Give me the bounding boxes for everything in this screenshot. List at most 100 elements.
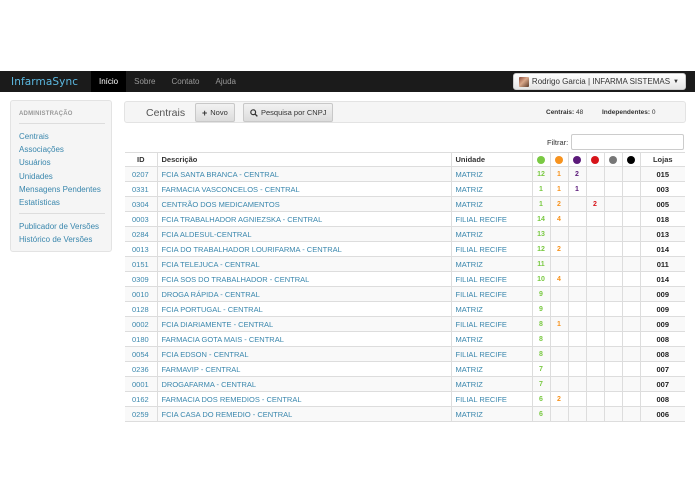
row-descricao-link[interactable]: FCIA CASA DO REMEDIO - CENTRAL	[156, 406, 451, 422]
row-descricao-link[interactable]: FCIA DO TRABALHADOR LOURIFARMA - CENTRAL	[156, 241, 451, 257]
row-id-link[interactable]: 0309	[125, 271, 157, 287]
sidebar-item-centrais[interactable]: Centrais	[19, 132, 49, 141]
row-descricao-link[interactable]: FARMAVIP - CENTRAL	[156, 361, 451, 377]
table-row[interactable]: 0162 FARMACIA DOS REMEDIOS - CENTRAL FILIA…	[125, 391, 685, 407]
row-status-count: 6	[531, 406, 550, 422]
col-header-green[interactable]	[531, 152, 550, 167]
sidebar-item-unidades[interactable]: Unidades	[19, 172, 53, 181]
row-unidade-link[interactable]: FILIAL RECIFE	[450, 286, 532, 302]
row-descricao-link[interactable]: FCIA PORTUGAL - CENTRAL	[156, 301, 451, 317]
row-unidade-link[interactable]: FILIAL RECIFE	[450, 391, 532, 407]
row-unidade-link[interactable]: MATRIZ	[450, 331, 532, 347]
table-row[interactable]: 0259 FCIA CASA DO REMEDIO - CENTRAL MATRIZ…	[125, 406, 685, 422]
row-id-link[interactable]: 0054	[125, 346, 157, 362]
sidebar-item-mensagens-pendentes[interactable]: Mensagens Pendentes	[19, 185, 101, 194]
user-menu-button[interactable]: Rodrigo Garcia | INFARMA SISTEMAS ▼	[512, 73, 686, 90]
row-id-link[interactable]: 0151	[125, 256, 157, 272]
col-header-orange[interactable]	[549, 152, 568, 167]
sidebar-item-historico-versoes[interactable]: Histórico de Versões	[19, 235, 93, 244]
col-header-gray[interactable]	[603, 152, 622, 167]
row-status-count	[567, 286, 586, 302]
row-id-link[interactable]: 0304	[125, 196, 157, 212]
row-descricao-link[interactable]: FCIA SANTA BRANCA - CENTRAL	[156, 166, 451, 182]
row-id-link[interactable]: 0259	[125, 406, 157, 422]
col-header-lojas[interactable]: Lojas	[639, 152, 685, 167]
row-descricao-link[interactable]: FCIA SOS DO TRABALHADOR - CENTRAL	[156, 271, 451, 287]
row-descricao-link[interactable]: FCIA ALDESUL-CENTRAL	[156, 226, 451, 242]
row-unidade-link[interactable]: MATRIZ	[450, 301, 532, 317]
row-id-link[interactable]: 0284	[125, 226, 157, 242]
row-unidade-link[interactable]: MATRIZ	[450, 181, 532, 197]
search-icon	[250, 108, 258, 117]
row-id-link[interactable]: 0003	[125, 211, 157, 227]
row-descricao-link[interactable]: FCIA DIARIAMENTE - CENTRAL	[156, 316, 451, 332]
row-unidade-link[interactable]: FILIAL RECIFE	[450, 346, 532, 362]
row-id-link[interactable]: 0010	[125, 286, 157, 302]
table-row[interactable]: 0284 FCIA ALDESUL-CENTRAL MATRIZ 13 013	[125, 226, 685, 242]
row-unidade-link[interactable]: MATRIZ	[450, 196, 532, 212]
cnpj-search-button[interactable]: Pesquisa por CNPJ	[243, 103, 334, 122]
table-row[interactable]: 0013 FCIA DO TRABALHADOR LOURIFARMA - CEN…	[125, 241, 685, 257]
col-header-id[interactable]: ID	[125, 152, 157, 167]
row-descricao-link[interactable]: FCIA EDSON - CENTRAL	[156, 346, 451, 362]
row-id-link[interactable]: 0236	[125, 361, 157, 377]
col-header-descricao[interactable]: Descrição	[156, 152, 451, 167]
table-row[interactable]: 0304 CENTRÃO DOS MEDICAMENTOS MATRIZ 1 2 2 005	[125, 196, 685, 212]
row-descricao-link[interactable]: FCIA TRABALHADOR AGNIEZSKA - CENTRAL	[156, 211, 451, 227]
table-row[interactable]: 0054 FCIA EDSON - CENTRAL FILIAL RECIFE 8 00…	[125, 346, 685, 362]
col-header-red[interactable]	[585, 152, 604, 167]
nav-contato[interactable]: Contato	[171, 77, 200, 86]
sidebar-item-publicador-versoes[interactable]: Publicador de Versões	[19, 222, 100, 231]
row-id-link[interactable]: 0180	[125, 331, 157, 347]
row-unidade-link[interactable]: FILIAL RECIFE	[450, 316, 532, 332]
row-unidade-link[interactable]: MATRIZ	[450, 166, 532, 182]
row-unidade-link[interactable]: MATRIZ	[450, 376, 532, 392]
table-row[interactable]: 0001 DROGAFARMA - CENTRAL MATRIZ 7 007	[125, 376, 685, 392]
row-unidade-link[interactable]: FILIAL RECIFE	[450, 211, 532, 227]
table-row[interactable]: 0151 FCIA TELEJUCA - CENTRAL MATRIZ 11 011	[125, 256, 685, 272]
table-row[interactable]: 0207 FCIA SANTA BRANCA - CENTRAL MATRIZ 12 1…	[125, 166, 685, 182]
table-row[interactable]: 0003 FCIA TRABALHADOR AGNIEZSKA - CENTRAL…	[125, 211, 685, 227]
row-descricao-link[interactable]: FARMACIA VASCONCELOS - CENTRAL	[156, 181, 451, 197]
row-id-link[interactable]: 0013	[125, 241, 157, 257]
row-unidade-link[interactable]: MATRIZ	[450, 361, 532, 377]
nav-inicio[interactable]: Início	[91, 71, 127, 92]
row-descricao-link[interactable]: FARMACIA DOS REMEDIOS - CENTRAL	[156, 391, 451, 407]
row-unidade-link[interactable]: MATRIZ	[450, 226, 532, 242]
table-row[interactable]: 0010 DROGA RÁPIDA - CENTRAL FILIAL RECIFE 9…	[125, 286, 685, 302]
row-status-count: 4	[549, 211, 568, 227]
row-status-count: 7	[531, 361, 550, 377]
nav-sobre[interactable]: Sobre	[134, 77, 156, 86]
row-id-link[interactable]: 0162	[125, 391, 157, 407]
row-unidade-link[interactable]: MATRIZ	[450, 406, 532, 422]
row-descricao-link[interactable]: FCIA TELEJUCA - CENTRAL	[156, 256, 451, 272]
sidebar-item-estatisticas[interactable]: Estatísticas	[19, 198, 60, 207]
table-row[interactable]: 0180 FARMACIA GOTA MAIS - CENTRAL MATRIZ 8 0…	[125, 331, 685, 347]
filter-input[interactable]	[571, 134, 684, 150]
row-unidade-link[interactable]: MATRIZ	[450, 256, 532, 272]
col-header-black[interactable]	[621, 152, 640, 167]
sidebar-item-usuarios[interactable]: Usuários	[19, 158, 51, 167]
row-id-link[interactable]: 0128	[125, 301, 157, 317]
row-id-link[interactable]: 0331	[125, 181, 157, 197]
sidebar-item-associacoes[interactable]: Associações	[19, 145, 64, 154]
table-row[interactable]: 0002 FCIA DIARIAMENTE - CENTRAL FILIAL REC…	[125, 316, 685, 332]
brand-logo[interactable]: InfarmaSync	[11, 75, 79, 88]
table-row[interactable]: 0236 FARMAVIP - CENTRAL MATRIZ 7 007	[125, 361, 685, 377]
row-id-link[interactable]: 0207	[125, 166, 157, 182]
table-row[interactable]: 0309 FCIA SOS DO TRABALHADOR - CENTRAL FIL…	[125, 271, 685, 287]
row-descricao-link[interactable]: DROGAFARMA - CENTRAL	[156, 376, 451, 392]
row-descricao-link[interactable]: CENTRÃO DOS MEDICAMENTOS	[156, 196, 451, 212]
row-descricao-link[interactable]: DROGA RÁPIDA - CENTRAL	[156, 286, 451, 302]
col-header-purple[interactable]	[567, 152, 586, 167]
row-unidade-link[interactable]: FILIAL RECIFE	[450, 241, 532, 257]
table-row[interactable]: 0128 FCIA PORTUGAL - CENTRAL MATRIZ 9 009	[125, 301, 685, 317]
new-button[interactable]: + Novo	[195, 103, 235, 122]
row-id-link[interactable]: 0001	[125, 376, 157, 392]
table-row[interactable]: 0331 FARMACIA VASCONCELOS - CENTRAL MATRIZ…	[125, 181, 685, 197]
row-unidade-link[interactable]: FILIAL RECIFE	[450, 271, 532, 287]
nav-ajuda[interactable]: Ajuda	[215, 77, 236, 86]
row-id-link[interactable]: 0002	[125, 316, 157, 332]
col-header-unidade[interactable]: Unidade	[450, 152, 532, 167]
row-descricao-link[interactable]: FARMACIA GOTA MAIS - CENTRAL	[156, 331, 451, 347]
